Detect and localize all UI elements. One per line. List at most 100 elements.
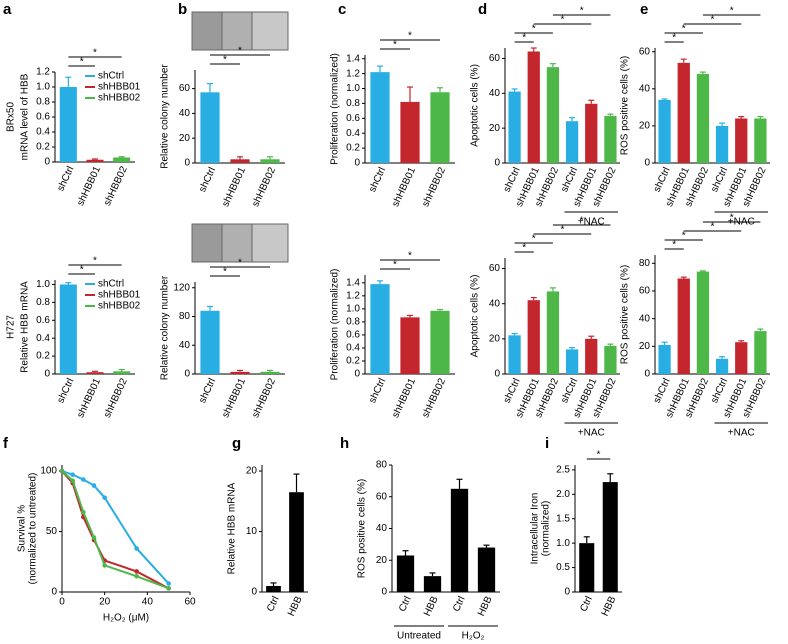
y-tick-label: 0 [644,369,650,380]
y-tick-label: 120 [173,282,190,293]
y-tick-label: 40 [376,523,388,534]
y-axis-label: Relative HBB mRNA [20,281,31,373]
y-axis-label: (normalized) [541,501,552,557]
bar [658,99,671,163]
x-tick-label: shCtrl [502,166,523,194]
y-tick-label: 60 [179,83,191,94]
y-tick-label: 0 [184,158,190,169]
x-tick-label: Ctrl [397,595,414,614]
significance-star: * [522,33,526,44]
significance-star: * [597,450,601,461]
y-tick-label: 0.2 [36,142,50,153]
x-tick-label: shHBB02 [250,165,278,208]
point [70,478,75,484]
bar [289,492,304,592]
bar [565,349,579,374]
bar [370,72,390,163]
y-tick-label: 1.0 [36,279,50,290]
bar [677,62,690,163]
significance-star: * [580,6,584,17]
bar [508,91,521,163]
group-label: +NAC [578,428,605,439]
y-axis-label: Proliferation (normalized) [330,269,341,381]
y-tick-label: 1.5 [556,513,570,524]
point [81,509,86,515]
panel-letter: b [178,1,187,18]
bar [430,92,450,163]
y-tick-label: 1.2 [36,67,50,78]
y-tick-label: 60 [639,46,651,57]
significance-star: * [522,243,526,254]
y-tick-label: 0 [381,587,387,598]
y-tick-label: 20 [639,121,651,132]
point [102,563,107,568]
bar [604,115,617,163]
y-tick-label: 1.4 [346,277,360,288]
y-tick-label: 1.0 [556,538,570,549]
x-tick-label: shCtrl [709,166,730,194]
legend-label: shHBB01 [98,290,141,301]
y-tick-label: 0.4 [36,127,50,138]
bar [266,585,281,592]
y-axis-label: Proliferation (normalized) [330,53,341,165]
y-tick-label: 80 [376,460,388,471]
bar [86,159,104,162]
x-tick-label: shCtrl [367,377,388,405]
significance-star: * [730,6,734,17]
significance-star: * [561,15,565,26]
y-tick-label: 2.0 [556,489,570,500]
y-axis-label: Relative colony number [160,275,171,380]
significance-star: * [93,48,97,59]
y-tick-label: 0.6 [36,315,50,326]
significance-star: * [393,40,397,51]
y-tick-label: 0.8 [36,297,50,308]
x-tick-label: shHBB01 [220,165,248,208]
significance-star: * [561,225,565,236]
y-tick-label: 0.6 [346,113,360,124]
x-tick-label: shHBB01 [75,376,103,419]
bar [696,271,710,374]
x-tick-label: shHBB02 [102,376,130,419]
point [91,483,97,488]
x-tick-label: HBB [422,594,441,618]
bar [735,118,748,163]
series-line [61,470,170,585]
legend-label: shHBB01 [98,82,141,93]
legend-label: shCtrl [98,71,124,82]
y-axis-label: ROS positive cells (%) [620,56,631,155]
group-label: +NAC [728,428,755,439]
bar [735,342,748,374]
colony-image [251,223,289,263]
bar [546,291,560,374]
bar [508,335,521,374]
bar [200,310,220,374]
y-tick-label: 0.2 [346,143,360,154]
bar [230,159,250,163]
y-tick-label: 0.4 [346,128,360,139]
y-tick-label: 20 [489,123,501,134]
significance-star: * [711,15,715,26]
row-label: H727 [6,315,17,339]
x-tick-label: shCtrl [55,377,76,405]
x-tick-label: shCtrl [55,165,76,193]
bar [527,51,540,163]
bar [59,284,77,374]
bar [400,317,420,374]
y-tick-label: 1.0 [346,83,360,94]
bar [430,310,450,374]
bar [86,372,104,374]
y-tick-label: 60 [639,286,651,297]
y-tick-label: 1.2 [346,290,360,301]
bar [546,67,560,163]
y-tick-label: 0.2 [36,351,50,362]
x-tick-label: shCtrl [502,377,523,405]
significance-star: * [223,55,227,66]
x-tick-label: shHBB01 [75,164,103,207]
significance-star: * [93,256,97,267]
y-tick-label: 0 [44,369,50,380]
legend-label: shCtrl [98,279,124,290]
bar [754,118,767,163]
y-tick-label: 20 [639,341,651,352]
point [166,586,171,591]
significance-star: * [408,31,412,42]
